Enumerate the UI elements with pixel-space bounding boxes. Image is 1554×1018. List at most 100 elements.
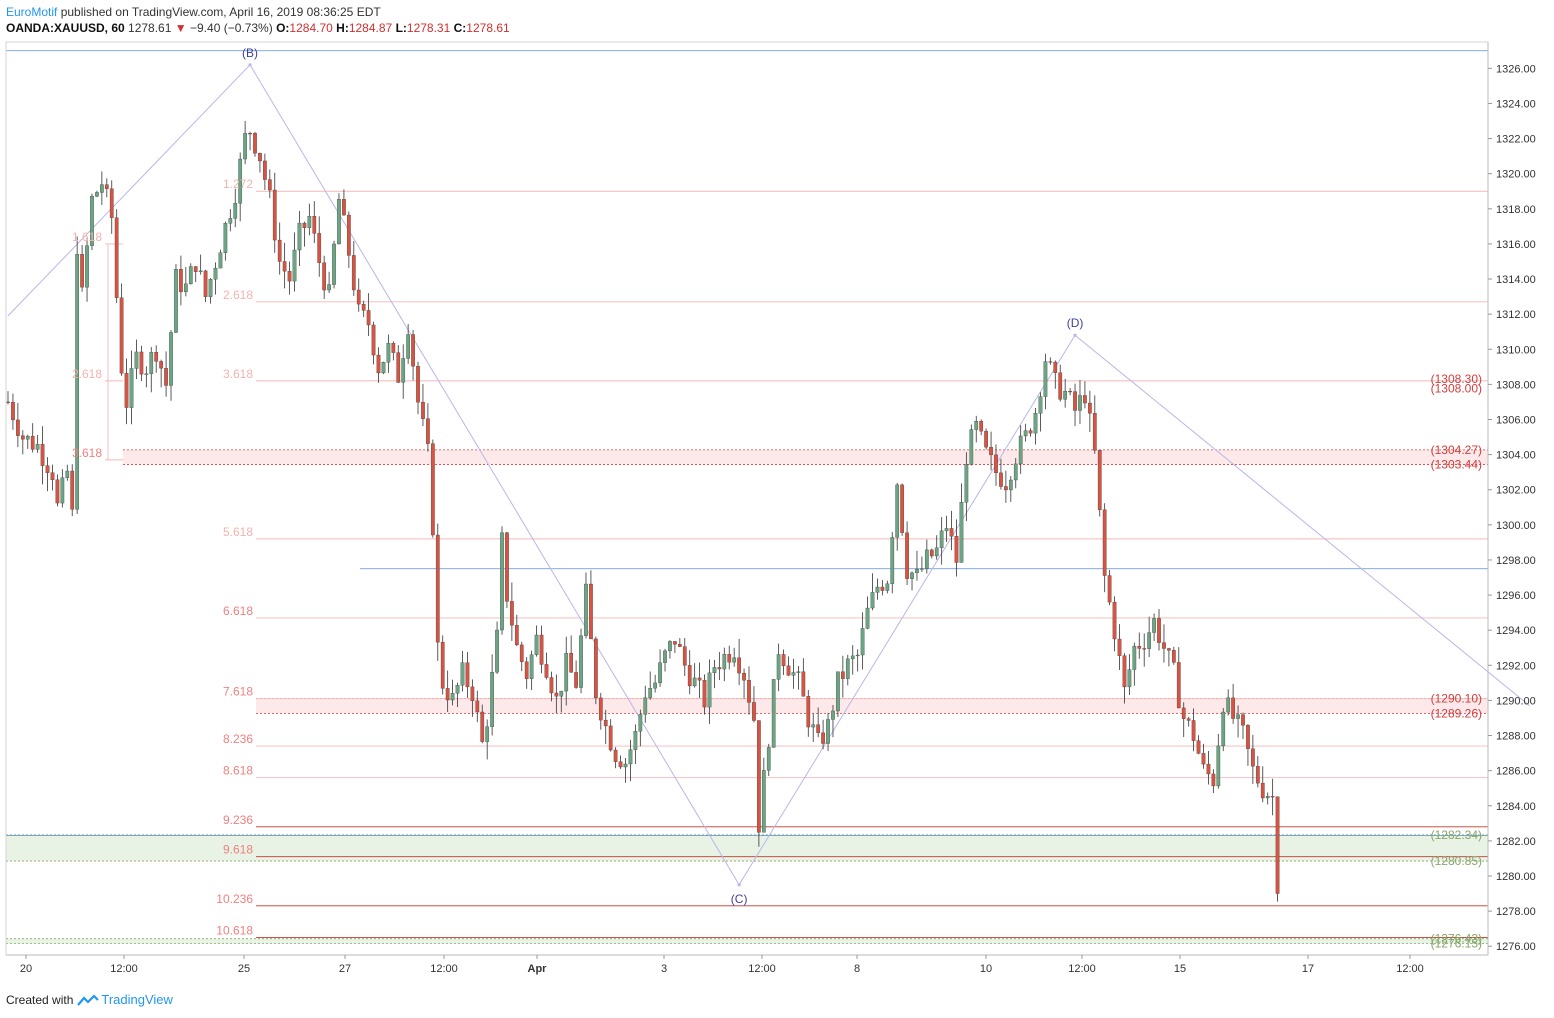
candle-down: [114, 217, 119, 298]
fib-level-label: 1.618: [72, 230, 102, 244]
candle-up: [406, 334, 410, 359]
wave-label-b: (B): [242, 46, 258, 60]
candle-up: [865, 607, 870, 629]
candle-down: [426, 418, 430, 444]
zone-price-label: (1280.85): [1431, 854, 1482, 868]
candle-up: [1216, 745, 1221, 787]
candle-up: [337, 199, 341, 245]
price-tick-label: 1288.00: [1496, 731, 1536, 743]
candle-up: [811, 724, 816, 728]
candle-down: [574, 672, 578, 688]
candle-up: [228, 218, 233, 224]
fib-level-label: 7.618: [223, 685, 253, 699]
candle-up: [183, 283, 188, 293]
candle-up: [100, 184, 104, 193]
candle-up: [134, 351, 139, 369]
time-tick-label: 27: [339, 963, 351, 975]
symbol-label[interactable]: OANDA:XAUUSD, 60: [6, 21, 125, 35]
wave-line: [1074, 334, 1530, 707]
price-tick-label: 1296.00: [1496, 590, 1536, 602]
candle-down: [1186, 718, 1191, 721]
fib-level-label: 10.618: [216, 923, 253, 937]
price-tick-label: 1298.00: [1496, 555, 1536, 567]
candle-down: [351, 255, 356, 291]
fib-level-label: 8.618: [223, 764, 253, 778]
label-layer: 1.272 2.618 3.618 5.618 6.618 7.618 8.236 8.618…: [72, 46, 1482, 951]
candle-down: [1102, 509, 1107, 576]
candle-down: [697, 677, 702, 681]
candle-down: [445, 688, 450, 701]
candle-up: [500, 532, 504, 631]
candle-down: [618, 761, 623, 768]
candle-up: [25, 435, 30, 440]
candle-up: [495, 629, 499, 673]
price-chart[interactable]: 1.272 2.618 3.618 5.618 6.618 7.618 8.236 8.618…: [0, 0, 1554, 990]
fib-level-label: 2.618: [223, 288, 253, 302]
candle-down: [677, 644, 682, 647]
candle-up: [307, 216, 312, 228]
candle-up: [401, 358, 406, 383]
zone-1276.15: [6, 938, 1488, 944]
candle-up: [623, 763, 628, 768]
close-label: C:: [453, 21, 467, 35]
price-tick-label: 1278.00: [1496, 906, 1536, 918]
candle-down: [470, 686, 475, 702]
candle-down: [1211, 773, 1216, 787]
candle-down: [253, 133, 257, 154]
candle-up: [658, 662, 662, 684]
candle-up: [223, 223, 228, 253]
candle-down: [801, 671, 806, 697]
candle-up: [1063, 391, 1068, 400]
zone-price-label: (1289.26): [1431, 706, 1482, 720]
candle-down: [999, 472, 1003, 487]
candle-down: [109, 188, 114, 218]
candle-up: [1018, 435, 1023, 465]
price-tick-label: 1314.00: [1496, 274, 1536, 286]
candle-up: [969, 429, 974, 465]
candle-up: [584, 583, 588, 636]
wave-line: [7, 64, 251, 317]
candle-up: [1127, 669, 1132, 688]
candle-up: [75, 254, 80, 510]
candle-up: [633, 731, 638, 750]
candle-down: [1073, 391, 1077, 411]
candle-down: [376, 354, 381, 374]
candle-up: [910, 572, 914, 579]
candle-down: [258, 153, 262, 162]
candle-down: [589, 583, 593, 640]
candle-down: [1157, 618, 1161, 643]
price-tick-label: 1302.00: [1496, 485, 1536, 497]
candle-down: [203, 270, 208, 297]
candle-down: [880, 586, 885, 591]
candle-down: [1196, 740, 1201, 754]
candle-down: [524, 661, 529, 679]
candle-down: [505, 532, 509, 602]
candle-up: [890, 537, 895, 584]
candle-down: [1241, 714, 1245, 726]
candle-up: [65, 470, 70, 478]
zone-price-label: (1303.44): [1431, 457, 1482, 471]
candle-up: [332, 243, 336, 285]
candle-down: [1231, 697, 1235, 719]
candle-down: [50, 472, 55, 480]
candle-down: [682, 646, 687, 666]
tradingview-brand[interactable]: TradingView: [101, 992, 173, 1007]
zone-price-label: (1276.15): [1431, 937, 1482, 951]
candle-down: [1004, 486, 1008, 491]
candle-down: [119, 297, 124, 374]
candle-down: [1028, 430, 1033, 434]
candle-up: [297, 222, 302, 251]
time-tick-label: 8: [854, 963, 860, 975]
candle-up: [243, 133, 247, 160]
candle-down: [193, 266, 198, 272]
candle-up: [1013, 463, 1018, 481]
candle-down: [747, 680, 751, 703]
candle-down: [905, 532, 909, 579]
author-link[interactable]: EuroMotif: [6, 5, 58, 19]
fib-level-label: 2.618: [72, 367, 102, 381]
candle-up: [1226, 697, 1231, 713]
candle-down: [1122, 655, 1127, 688]
candle-up: [188, 266, 193, 285]
candle-down: [954, 536, 959, 563]
fib-level-label: 5.618: [223, 525, 253, 539]
